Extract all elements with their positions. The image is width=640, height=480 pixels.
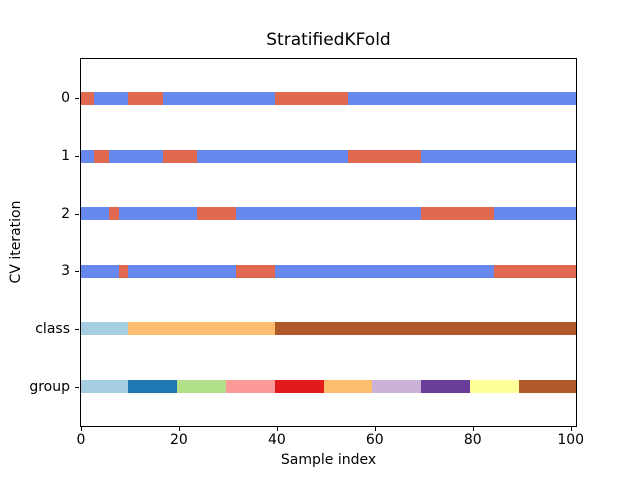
bar-segment <box>177 380 227 394</box>
bar-segment <box>81 264 120 278</box>
bar-segment <box>81 91 95 105</box>
y-tick-label: 2 <box>61 205 70 222</box>
bar-segment <box>108 149 164 163</box>
y-tick-mark <box>75 271 79 273</box>
bar-segment <box>118 264 129 278</box>
x-tick-mark <box>81 427 82 431</box>
y-tick-label: class <box>35 320 70 337</box>
bar-segment <box>274 91 349 105</box>
x-axis-label: Sample index <box>280 452 377 468</box>
bar-segment <box>94 91 129 105</box>
x-tick-label: 0 <box>76 432 86 448</box>
y-tick-mark <box>75 328 79 330</box>
x-tick-mark <box>374 427 376 431</box>
bar-segment <box>81 322 129 336</box>
y-tick-label: group <box>29 378 70 395</box>
y-tick-label: 0 <box>61 90 70 107</box>
y-axis-label: CV iteration <box>8 200 24 284</box>
bar-segment <box>162 149 198 163</box>
bar-segment <box>196 149 349 163</box>
x-tick-mark <box>570 427 572 431</box>
x-tick-mark <box>178 427 180 431</box>
x-tick-label: 20 <box>170 432 188 448</box>
bar-segment <box>372 380 422 394</box>
bar-segment <box>470 380 520 394</box>
bar-segment <box>94 149 110 163</box>
y-tick-mark <box>75 213 79 215</box>
bar-segment <box>274 380 325 394</box>
x-tick-label: 40 <box>267 432 286 448</box>
bar-segment <box>274 264 496 278</box>
bar-segment <box>274 322 576 336</box>
bar-segment <box>348 149 422 163</box>
plot-area <box>80 58 577 427</box>
bar-segment <box>348 91 576 105</box>
bar-segment <box>162 91 276 105</box>
bar-segment <box>494 264 576 278</box>
chart-title: StratifiedKFold <box>266 30 391 50</box>
bar-segment <box>81 207 110 221</box>
bar-segment <box>81 149 95 163</box>
bar-segment <box>323 380 374 394</box>
y-tick-mark <box>75 386 79 388</box>
bar-segment <box>128 380 178 394</box>
bar-segment <box>128 264 237 278</box>
bar-segment <box>518 380 576 394</box>
bar-segment <box>494 207 576 221</box>
bar-segment <box>235 207 422 221</box>
y-tick-mark <box>75 156 79 158</box>
bar-segment <box>81 380 129 394</box>
bar-segment <box>108 207 120 221</box>
bar-segment <box>225 380 276 394</box>
y-tick-label: 1 <box>61 148 70 165</box>
x-tick-label: 80 <box>463 432 482 448</box>
x-tick-mark <box>276 427 278 431</box>
bar-segment <box>196 207 237 221</box>
bar-segment <box>421 207 496 221</box>
bar-segment <box>421 380 471 394</box>
y-tick-label: 3 <box>61 263 70 280</box>
bar-segment <box>128 322 276 336</box>
bar-segment <box>128 91 164 105</box>
y-tick-mark <box>75 98 79 100</box>
bar-segment <box>118 207 198 221</box>
bar-segment <box>235 264 276 278</box>
x-tick-label: 60 <box>365 432 384 448</box>
x-tick-mark <box>472 427 474 431</box>
bar-segment <box>421 149 576 163</box>
x-tick-label: 100 <box>557 432 585 448</box>
